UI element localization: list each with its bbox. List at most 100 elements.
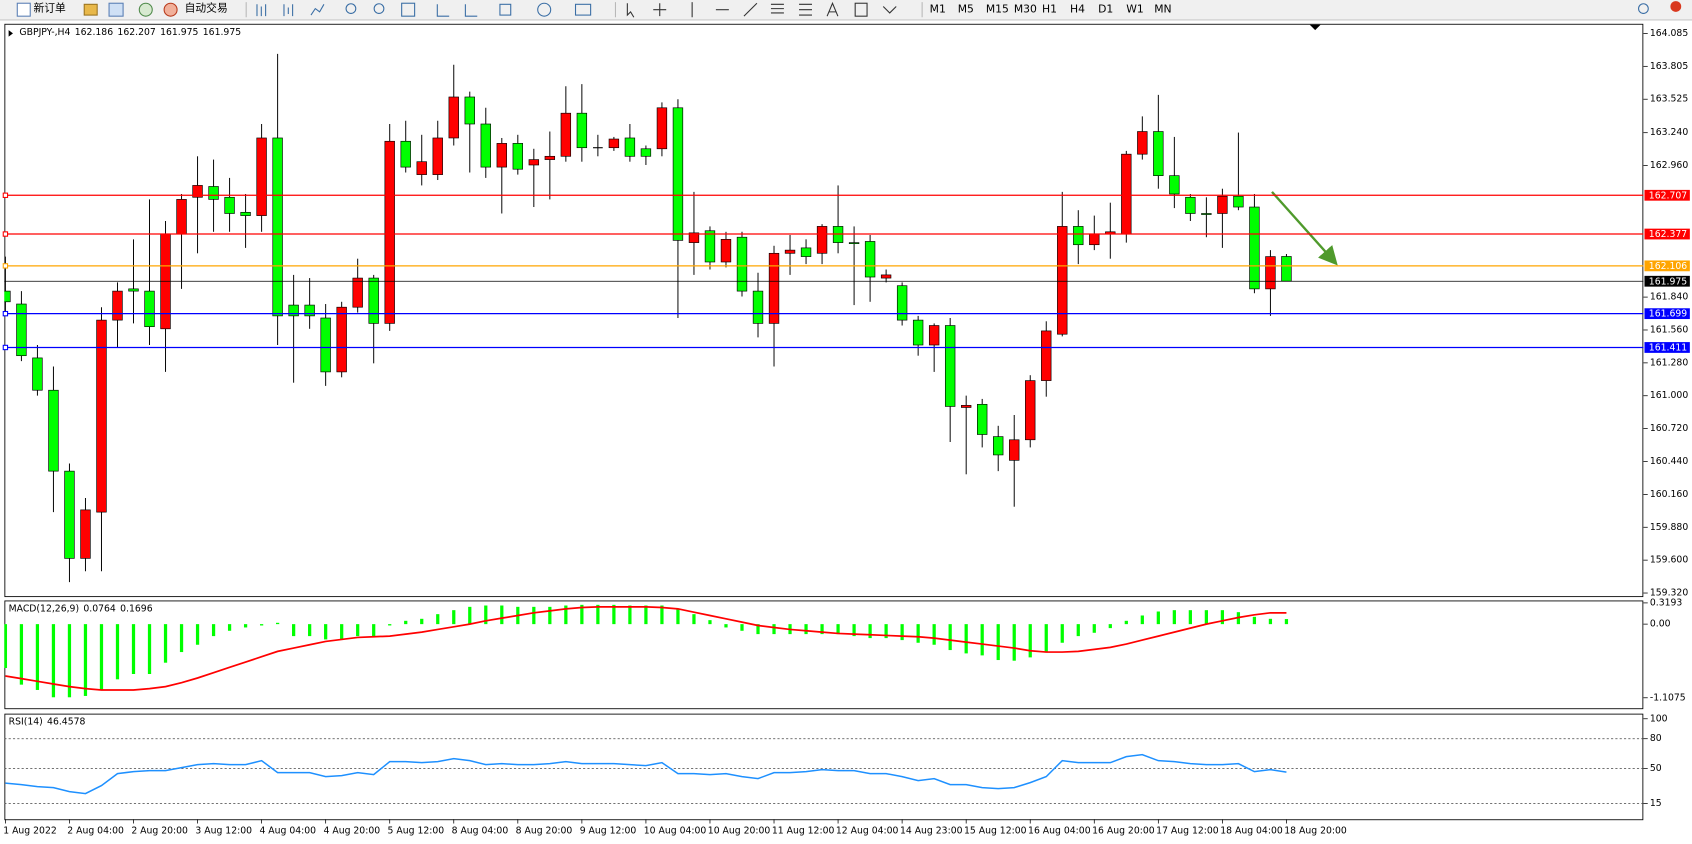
macd-bar bbox=[628, 605, 632, 625]
timeframe-button[interactable]: MN bbox=[1154, 3, 1171, 16]
candle-body bbox=[784, 249, 796, 254]
macd-bar bbox=[644, 605, 648, 625]
new-order-button[interactable]: 新订单 bbox=[33, 2, 66, 15]
search-icon[interactable] bbox=[1638, 3, 1649, 15]
macd-bar bbox=[612, 604, 616, 625]
drawing-tools[interactable] bbox=[626, 1, 897, 18]
y-tick-label: 159.320 bbox=[1650, 588, 1688, 599]
candle-body bbox=[384, 140, 395, 324]
candle-body bbox=[464, 96, 475, 125]
price-label-bg bbox=[1644, 342, 1690, 353]
timeframe-button[interactable]: H1 bbox=[1042, 3, 1057, 16]
x-tick-label: 10 Aug 20:00 bbox=[708, 826, 771, 837]
chart-tools[interactable] bbox=[256, 2, 592, 17]
x-tick-label: 1 Aug 2022 bbox=[3, 826, 57, 837]
macd-bar bbox=[308, 624, 312, 637]
macd-bar bbox=[292, 624, 296, 637]
candle-body bbox=[912, 319, 924, 346]
macd-bar bbox=[484, 605, 488, 625]
candle-body bbox=[928, 325, 940, 346]
macd-bar bbox=[852, 624, 856, 637]
notification-badge[interactable] bbox=[1670, 1, 1682, 12]
macd-bar bbox=[1156, 611, 1160, 625]
candle-body bbox=[560, 112, 572, 157]
auto-trading-button[interactable]: 自动交易 bbox=[185, 2, 228, 15]
candle-body bbox=[336, 306, 347, 373]
overlay: 164.085 163.805 163.525 163.240 162.960 161.8… bbox=[2, 27, 1690, 837]
macd-bar bbox=[756, 624, 760, 635]
header-value: 162.207 bbox=[117, 27, 155, 38]
x-tick-label: 12 Aug 04:00 bbox=[836, 826, 899, 837]
x-tick-label: 4 Aug 20:00 bbox=[323, 826, 380, 837]
macd-bar bbox=[724, 624, 728, 628]
candle-body bbox=[640, 148, 652, 157]
price-label-bg bbox=[1644, 189, 1690, 201]
macd-bar bbox=[1012, 624, 1016, 661]
timeframe-button[interactable]: M1 bbox=[930, 3, 946, 16]
macd-bar bbox=[500, 605, 504, 625]
x-tick-label: 5 Aug 12:00 bbox=[388, 826, 445, 837]
macd-bar bbox=[1252, 616, 1257, 625]
x-tick-label: 2 Aug 04:00 bbox=[67, 826, 124, 837]
candle-body bbox=[128, 288, 139, 292]
y-tick-label: 163.805 bbox=[1650, 61, 1688, 72]
candle-body bbox=[144, 290, 155, 328]
timeframe-button[interactable]: W1 bbox=[1126, 3, 1144, 16]
price-label: 162.707 bbox=[1649, 190, 1687, 201]
auto-trading-icon[interactable] bbox=[163, 2, 178, 17]
y-tick-label: 159.880 bbox=[1650, 522, 1688, 533]
macd-bar bbox=[836, 624, 840, 635]
x-tick-label: 10 Aug 04:00 bbox=[644, 826, 707, 837]
macd-bar bbox=[195, 624, 200, 645]
macd-bar bbox=[67, 624, 72, 698]
x-tick-label: 11 Aug 12:00 bbox=[772, 826, 835, 837]
timeframe-button[interactable]: D1 bbox=[1098, 3, 1113, 16]
macd-bar bbox=[388, 624, 392, 626]
x-tick-label: 18 Aug 20:00 bbox=[1284, 826, 1347, 837]
macd-bar bbox=[1140, 615, 1144, 625]
indicator-title: MACD(12,26,9) bbox=[9, 604, 79, 615]
timeframe-button[interactable]: M5 bbox=[958, 3, 974, 16]
candle-body bbox=[816, 226, 828, 254]
macd-bar bbox=[1028, 624, 1032, 658]
candle-body bbox=[672, 107, 684, 241]
line-anchor bbox=[2, 231, 9, 237]
macd-bar bbox=[243, 624, 248, 628]
macd-bar bbox=[708, 620, 712, 625]
candle-body bbox=[256, 137, 267, 216]
macd-bar bbox=[1204, 610, 1208, 625]
new-order-icon[interactable] bbox=[16, 2, 31, 17]
macd-bar bbox=[468, 606, 472, 625]
candle-body bbox=[1153, 131, 1164, 176]
price-label-bg bbox=[1644, 275, 1690, 287]
candle-body bbox=[208, 186, 219, 200]
macd-bar bbox=[404, 620, 408, 625]
y-tick-label: 160.720 bbox=[1650, 423, 1688, 434]
timeframe-button[interactable]: H4 bbox=[1070, 3, 1085, 16]
timeframe-button[interactable]: M15 bbox=[986, 3, 1009, 16]
macd-bar bbox=[964, 624, 968, 654]
macd-bar bbox=[660, 605, 664, 625]
icon[interactable] bbox=[108, 2, 124, 17]
icon[interactable] bbox=[138, 2, 153, 17]
timeframe-button[interactable]: M30 bbox=[1014, 3, 1037, 16]
candle-body bbox=[720, 238, 732, 263]
macd-signal-line bbox=[5, 605, 1287, 691]
candle-body bbox=[192, 185, 203, 198]
candle-body bbox=[304, 304, 315, 317]
price-label-bg bbox=[1644, 228, 1690, 240]
macd-bar bbox=[259, 624, 264, 626]
candle-body bbox=[608, 138, 620, 149]
macd-bar bbox=[548, 606, 552, 625]
candle-body bbox=[1121, 153, 1132, 235]
candle-body bbox=[1265, 256, 1276, 290]
candle-body bbox=[1057, 226, 1068, 335]
icon[interactable] bbox=[83, 3, 98, 16]
price-label: 161.699 bbox=[1649, 309, 1687, 320]
macd-bar bbox=[131, 624, 136, 675]
header-value: 0.1696 bbox=[120, 604, 153, 615]
candle-body bbox=[993, 436, 1004, 456]
candle-body bbox=[1009, 439, 1020, 461]
